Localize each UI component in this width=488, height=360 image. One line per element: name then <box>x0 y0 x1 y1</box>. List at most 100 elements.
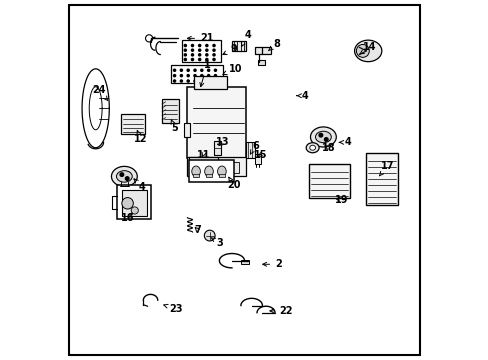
Text: 14: 14 <box>359 42 376 54</box>
Circle shape <box>201 69 203 71</box>
Circle shape <box>214 80 216 82</box>
Circle shape <box>207 75 209 77</box>
Circle shape <box>198 49 201 51</box>
Circle shape <box>198 54 201 56</box>
Ellipse shape <box>315 131 330 143</box>
Ellipse shape <box>356 44 368 57</box>
Text: 23: 23 <box>163 304 183 314</box>
Text: 11: 11 <box>196 150 209 160</box>
Ellipse shape <box>310 127 336 147</box>
Ellipse shape <box>217 166 226 177</box>
Bar <box>171 64 223 83</box>
Text: 19: 19 <box>334 195 347 205</box>
Bar <box>194 76 226 89</box>
Bar <box>231 41 246 51</box>
Circle shape <box>207 69 209 71</box>
Circle shape <box>120 173 123 176</box>
Circle shape <box>125 177 129 180</box>
Bar <box>121 114 145 134</box>
Bar <box>192 174 199 177</box>
Text: 4: 4 <box>241 30 251 46</box>
Ellipse shape <box>204 166 213 177</box>
Circle shape <box>205 49 207 51</box>
Ellipse shape <box>354 40 381 62</box>
Text: 8: 8 <box>268 39 280 51</box>
Circle shape <box>201 80 203 82</box>
Text: 13: 13 <box>216 138 229 147</box>
Text: 2: 2 <box>262 259 282 269</box>
Circle shape <box>212 58 215 60</box>
Bar <box>194 162 215 173</box>
Text: 22: 22 <box>269 306 292 316</box>
Circle shape <box>184 54 186 56</box>
Bar <box>246 142 255 158</box>
Circle shape <box>205 58 207 60</box>
Text: 9: 9 <box>223 44 237 55</box>
Circle shape <box>191 49 193 51</box>
Text: 7: 7 <box>194 225 201 235</box>
Circle shape <box>191 44 193 46</box>
Circle shape <box>319 134 322 137</box>
Text: 4: 4 <box>339 138 351 147</box>
Circle shape <box>191 58 193 60</box>
Bar <box>187 87 246 158</box>
Bar <box>366 153 397 205</box>
Circle shape <box>194 69 196 71</box>
Bar <box>188 160 233 182</box>
Bar <box>205 174 212 177</box>
Circle shape <box>194 75 196 77</box>
Text: 6: 6 <box>250 141 258 154</box>
Text: 18: 18 <box>321 143 335 153</box>
Bar <box>308 164 349 198</box>
Text: 10: 10 <box>223 64 242 75</box>
Ellipse shape <box>309 145 315 150</box>
Bar <box>182 40 221 62</box>
Bar <box>187 157 246 176</box>
Circle shape <box>205 54 207 56</box>
Ellipse shape <box>145 35 152 42</box>
Circle shape <box>180 80 182 82</box>
Ellipse shape <box>305 143 319 153</box>
Bar <box>188 157 217 162</box>
Ellipse shape <box>191 166 200 177</box>
Bar <box>183 123 190 137</box>
Circle shape <box>207 80 209 82</box>
Ellipse shape <box>122 198 133 209</box>
Circle shape <box>191 54 193 56</box>
Circle shape <box>198 44 201 46</box>
Circle shape <box>212 54 215 56</box>
Text: 3: 3 <box>210 238 223 248</box>
Circle shape <box>180 69 182 71</box>
Circle shape <box>184 44 186 46</box>
Bar <box>214 141 221 155</box>
Circle shape <box>180 75 182 77</box>
Text: 4: 4 <box>296 91 308 101</box>
Bar <box>257 60 264 65</box>
Bar <box>255 47 271 54</box>
Bar <box>162 99 179 123</box>
Circle shape <box>194 80 196 82</box>
Text: 24: 24 <box>92 85 107 100</box>
Text: 20: 20 <box>226 177 240 190</box>
Ellipse shape <box>116 171 132 182</box>
Circle shape <box>173 69 175 71</box>
Text: 17: 17 <box>379 161 394 176</box>
Circle shape <box>187 69 189 71</box>
Ellipse shape <box>131 207 138 214</box>
Circle shape <box>212 44 215 46</box>
Circle shape <box>173 75 175 77</box>
Ellipse shape <box>111 166 137 186</box>
Circle shape <box>187 80 189 82</box>
Bar <box>254 154 261 164</box>
Bar <box>219 162 239 173</box>
Circle shape <box>173 80 175 82</box>
Circle shape <box>214 69 216 71</box>
Circle shape <box>201 75 203 77</box>
Bar <box>218 174 224 177</box>
Circle shape <box>205 44 207 46</box>
Circle shape <box>214 75 216 77</box>
Text: 15: 15 <box>253 150 267 160</box>
Text: 16: 16 <box>121 213 134 222</box>
Text: 4: 4 <box>134 179 145 192</box>
Text: 1: 1 <box>200 60 210 87</box>
